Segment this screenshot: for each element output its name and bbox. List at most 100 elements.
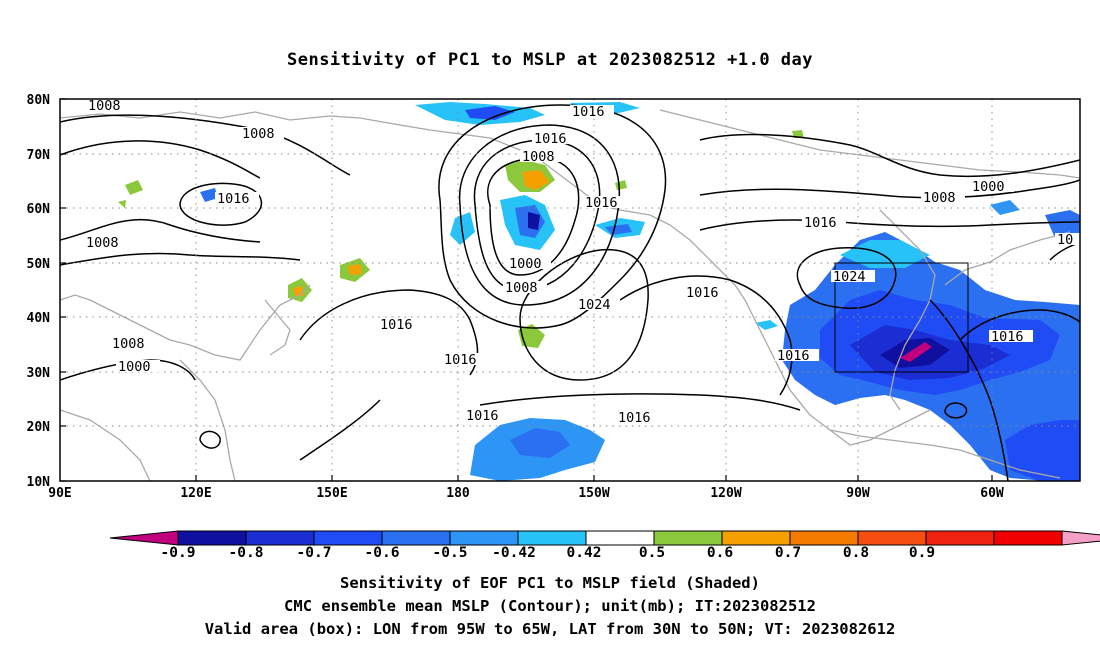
svg-text:1008: 1008	[112, 336, 145, 352]
contour-label: 1008	[110, 336, 154, 352]
colorbar-swatch	[857, 530, 927, 546]
svg-text:1016: 1016	[804, 215, 837, 231]
colorbar-label: 0.8	[843, 545, 869, 561]
svg-text:1016: 1016	[572, 104, 605, 120]
contour-label: 1016	[378, 317, 422, 333]
contour-label: 1008	[503, 280, 547, 296]
colorbar-label: 0.6	[707, 545, 733, 561]
contour-label: 1016	[775, 348, 819, 364]
contour-label: 1016	[989, 329, 1033, 345]
colorbar-label: -0.42	[492, 545, 536, 561]
colorbar-label: -0.8	[229, 545, 264, 561]
contour-label: 1016	[215, 191, 259, 207]
svg-text:1016: 1016	[585, 195, 618, 211]
svg-text:1016: 1016	[777, 348, 810, 364]
svg-text:1008: 1008	[242, 126, 275, 142]
contour-label: 1016	[802, 215, 846, 231]
lat-label: 10N	[27, 475, 51, 490]
lat-label: 80N	[27, 93, 51, 108]
svg-text:1016: 1016	[444, 352, 477, 368]
contour-label: 1016	[684, 285, 728, 301]
svg-text:1000: 1000	[972, 179, 1005, 195]
svg-text:1008: 1008	[88, 98, 121, 114]
colorbar-swatch	[993, 530, 1063, 546]
svg-text:1000: 1000	[509, 256, 542, 272]
contour-label: 1016	[583, 195, 627, 211]
footer-line-shading: Sensitivity of EOF PC1 to MSLP field (Sh…	[340, 574, 760, 592]
lon-label: 150W	[578, 486, 609, 501]
lon-label: 120E	[180, 486, 211, 501]
colorbar-label: 0.5	[639, 545, 665, 561]
valid-area-box	[834, 262, 969, 373]
colorbar-label: 0.7	[775, 545, 801, 561]
colorbar-swatch	[245, 530, 315, 546]
svg-text:10: 10	[1057, 232, 1073, 248]
svg-text:1024: 1024	[578, 297, 611, 313]
contour-label: 1000	[116, 359, 160, 375]
svg-text:1016: 1016	[217, 191, 250, 207]
chart-title: Sensitivity of PC1 to MSLP at 2023082512…	[286, 50, 813, 70]
contour-label: 1008	[84, 235, 128, 251]
lat-label: 50N	[27, 257, 51, 272]
sensitivity-shading	[118, 102, 1080, 481]
colorbar-swatch	[517, 530, 587, 546]
colorbar-label: -0.9	[161, 545, 196, 561]
contour-label: 1016	[570, 104, 614, 120]
colorbar-swatch	[789, 530, 859, 546]
lon-label: 150E	[316, 486, 347, 501]
svg-text:1008: 1008	[86, 235, 119, 251]
svg-text:1008: 1008	[923, 190, 956, 206]
contour-label: 1008	[520, 149, 564, 165]
colorbar-label: -0.6	[365, 545, 400, 561]
contour-label: 1000	[970, 179, 1014, 195]
lon-label: 60W	[980, 486, 1004, 501]
svg-text:1016: 1016	[534, 131, 567, 147]
colorbar-labels: -0.9 -0.8 -0.7 -0.6 -0.5 -0.42 0.42 0.5 …	[161, 545, 936, 561]
lon-label: 90E	[48, 486, 71, 501]
contour-label: 1000	[507, 256, 551, 272]
colorbar-label: -0.7	[297, 545, 332, 561]
footer-line-contour: CMC ensemble mean MSLP (Contour); unit(m…	[284, 597, 816, 615]
map-frame	[59, 98, 1081, 482]
colorbar-label: 0.42	[567, 545, 602, 561]
colorbar-swatch	[313, 530, 383, 546]
contour-label: 1016	[442, 352, 486, 368]
colorbar-swatch	[653, 530, 723, 546]
lon-label: 120W	[710, 486, 741, 501]
lat-label: 60N	[27, 202, 51, 217]
svg-text:1024: 1024	[833, 269, 866, 285]
svg-text:1016: 1016	[991, 329, 1024, 345]
svg-text:1008: 1008	[522, 149, 555, 165]
svg-text:1000: 1000	[118, 359, 151, 375]
contour-label: 1008	[86, 98, 130, 114]
footer-line-valid-area: Valid area (box): LON from 95W to 65W, L…	[204, 620, 896, 638]
colorbar-swatch	[177, 530, 247, 546]
contour-label: 1016	[616, 410, 660, 426]
lat-label: 20N	[27, 420, 51, 435]
lat-label: 70N	[27, 148, 51, 163]
lon-label: 90W	[846, 486, 870, 501]
colorbar-label: 0.9	[909, 545, 935, 561]
colorbar-swatch	[721, 530, 791, 546]
contour-label: 1016	[464, 408, 508, 424]
contour-label: 1008	[921, 190, 965, 206]
contour-label: 1016	[532, 131, 576, 147]
longitude-labels: 90E 120E 150E 180 150W 120W 90W 60W	[48, 486, 1004, 501]
colorbar	[109, 530, 1100, 546]
lon-label: 180	[446, 486, 470, 501]
contour-label: 10	[1055, 232, 1080, 248]
svg-text:1016: 1016	[618, 410, 651, 426]
svg-text:1016: 1016	[466, 408, 499, 424]
lat-label: 40N	[27, 311, 51, 326]
latitude-labels: 80N 70N 60N 50N 40N 30N 20N 10N	[27, 93, 51, 490]
colorbar-label: -0.5	[433, 545, 468, 561]
mslp-contours	[60, 104, 1080, 481]
colorbar-swatch	[585, 530, 655, 546]
graticule	[60, 99, 1080, 481]
footer-caption: Sensitivity of EOF PC1 to MSLP field (Sh…	[0, 572, 1100, 641]
colorbar-swatch	[381, 530, 451, 546]
coastlines	[60, 109, 1080, 481]
svg-text:1016: 1016	[380, 317, 413, 333]
svg-text:1008: 1008	[505, 280, 538, 296]
